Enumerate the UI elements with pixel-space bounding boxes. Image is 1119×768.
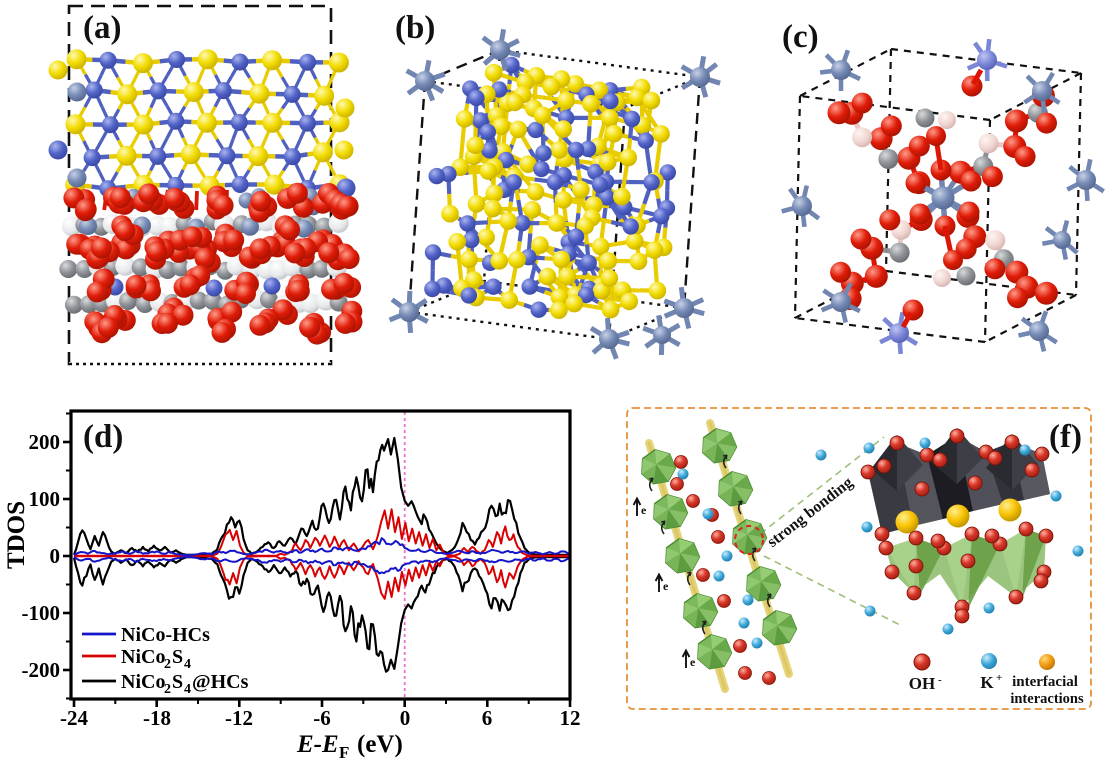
svg-text:F: F: [339, 743, 349, 762]
svg-text:-200: -200: [22, 658, 61, 682]
svg-text:@HCs: @HCs: [192, 671, 249, 693]
svg-text:e: e: [641, 503, 647, 517]
svg-text:4: 4: [184, 682, 191, 697]
svg-text:e: e: [663, 579, 669, 593]
svg-text:100: 100: [29, 487, 61, 511]
svg-text:NiCo-HCs: NiCo-HCs: [121, 624, 210, 646]
svg-text:2: 2: [164, 657, 171, 672]
svg-text:-12: -12: [225, 706, 253, 730]
svg-text:-18: -18: [143, 706, 171, 730]
svg-text:(c): (c): [782, 19, 819, 55]
svg-text:interactions: interactions: [1010, 691, 1084, 707]
svg-text:NiCo: NiCo: [121, 646, 165, 668]
svg-text:TDOS: TDOS: [3, 501, 30, 569]
svg-text:(d): (d): [83, 419, 123, 455]
svg-text:strong bonding: strong bonding: [764, 474, 856, 551]
svg-text:NiCo: NiCo: [121, 671, 165, 693]
svg-text:OH: OH: [909, 674, 935, 693]
svg-text:(eV): (eV): [357, 731, 403, 758]
svg-text:4: 4: [184, 657, 191, 672]
svg-text:2: 2: [164, 682, 171, 697]
svg-text:6: 6: [482, 706, 493, 730]
svg-text:-6: -6: [313, 706, 331, 730]
svg-text:K: K: [980, 673, 994, 692]
svg-text:-100: -100: [22, 601, 61, 625]
svg-text:S: S: [172, 671, 183, 693]
svg-text:e: e: [690, 655, 696, 669]
svg-text:12: 12: [560, 706, 581, 730]
svg-text:(b): (b): [395, 10, 435, 46]
svg-text:-: -: [938, 674, 942, 686]
svg-text:200: 200: [29, 430, 61, 454]
svg-text:0: 0: [400, 706, 411, 730]
svg-text:(a): (a): [83, 10, 121, 46]
svg-text:(f): (f): [1049, 419, 1082, 455]
svg-text:+: +: [996, 672, 1002, 684]
svg-text:E-E: E-E: [296, 731, 339, 758]
svg-text:0: 0: [50, 544, 61, 568]
svg-text:interfacial: interfacial: [1012, 674, 1078, 690]
svg-text:S: S: [172, 646, 183, 668]
svg-text:-24: -24: [60, 706, 88, 730]
